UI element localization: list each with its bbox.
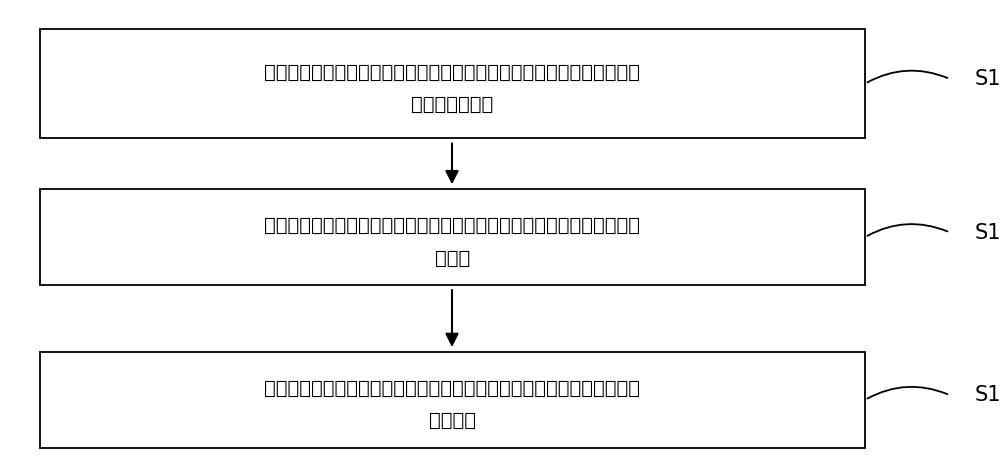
FancyBboxPatch shape <box>40 352 865 447</box>
FancyBboxPatch shape <box>40 190 865 285</box>
Text: S102: S102 <box>975 69 1000 89</box>
Text: 对所述第一图像进行处理并输出处理结果，若处理结果满足设定条件则开: 对所述第一图像进行处理并输出处理结果，若处理结果满足设定条件则开 <box>264 216 640 235</box>
FancyBboxPatch shape <box>40 29 865 139</box>
Text: 启车门: 启车门 <box>435 249 470 267</box>
Text: 检测装置: 检测装置 <box>429 412 476 430</box>
Text: 范围的第一图像: 范围的第一图像 <box>411 95 494 114</box>
Text: 启动设置于车门上的至少两个第二检测装置进行实时检测，关闭所述第一: 启动设置于车门上的至少两个第二检测装置进行实时检测，关闭所述第一 <box>264 379 640 398</box>
Text: S106: S106 <box>975 385 1000 405</box>
Text: 接收到开门指令，启动设置于汽车后视镜上的第一检测装置采集设定区域: 接收到开门指令，启动设置于汽车后视镜上的第一检测装置采集设定区域 <box>264 63 640 81</box>
Text: S104: S104 <box>975 222 1000 243</box>
